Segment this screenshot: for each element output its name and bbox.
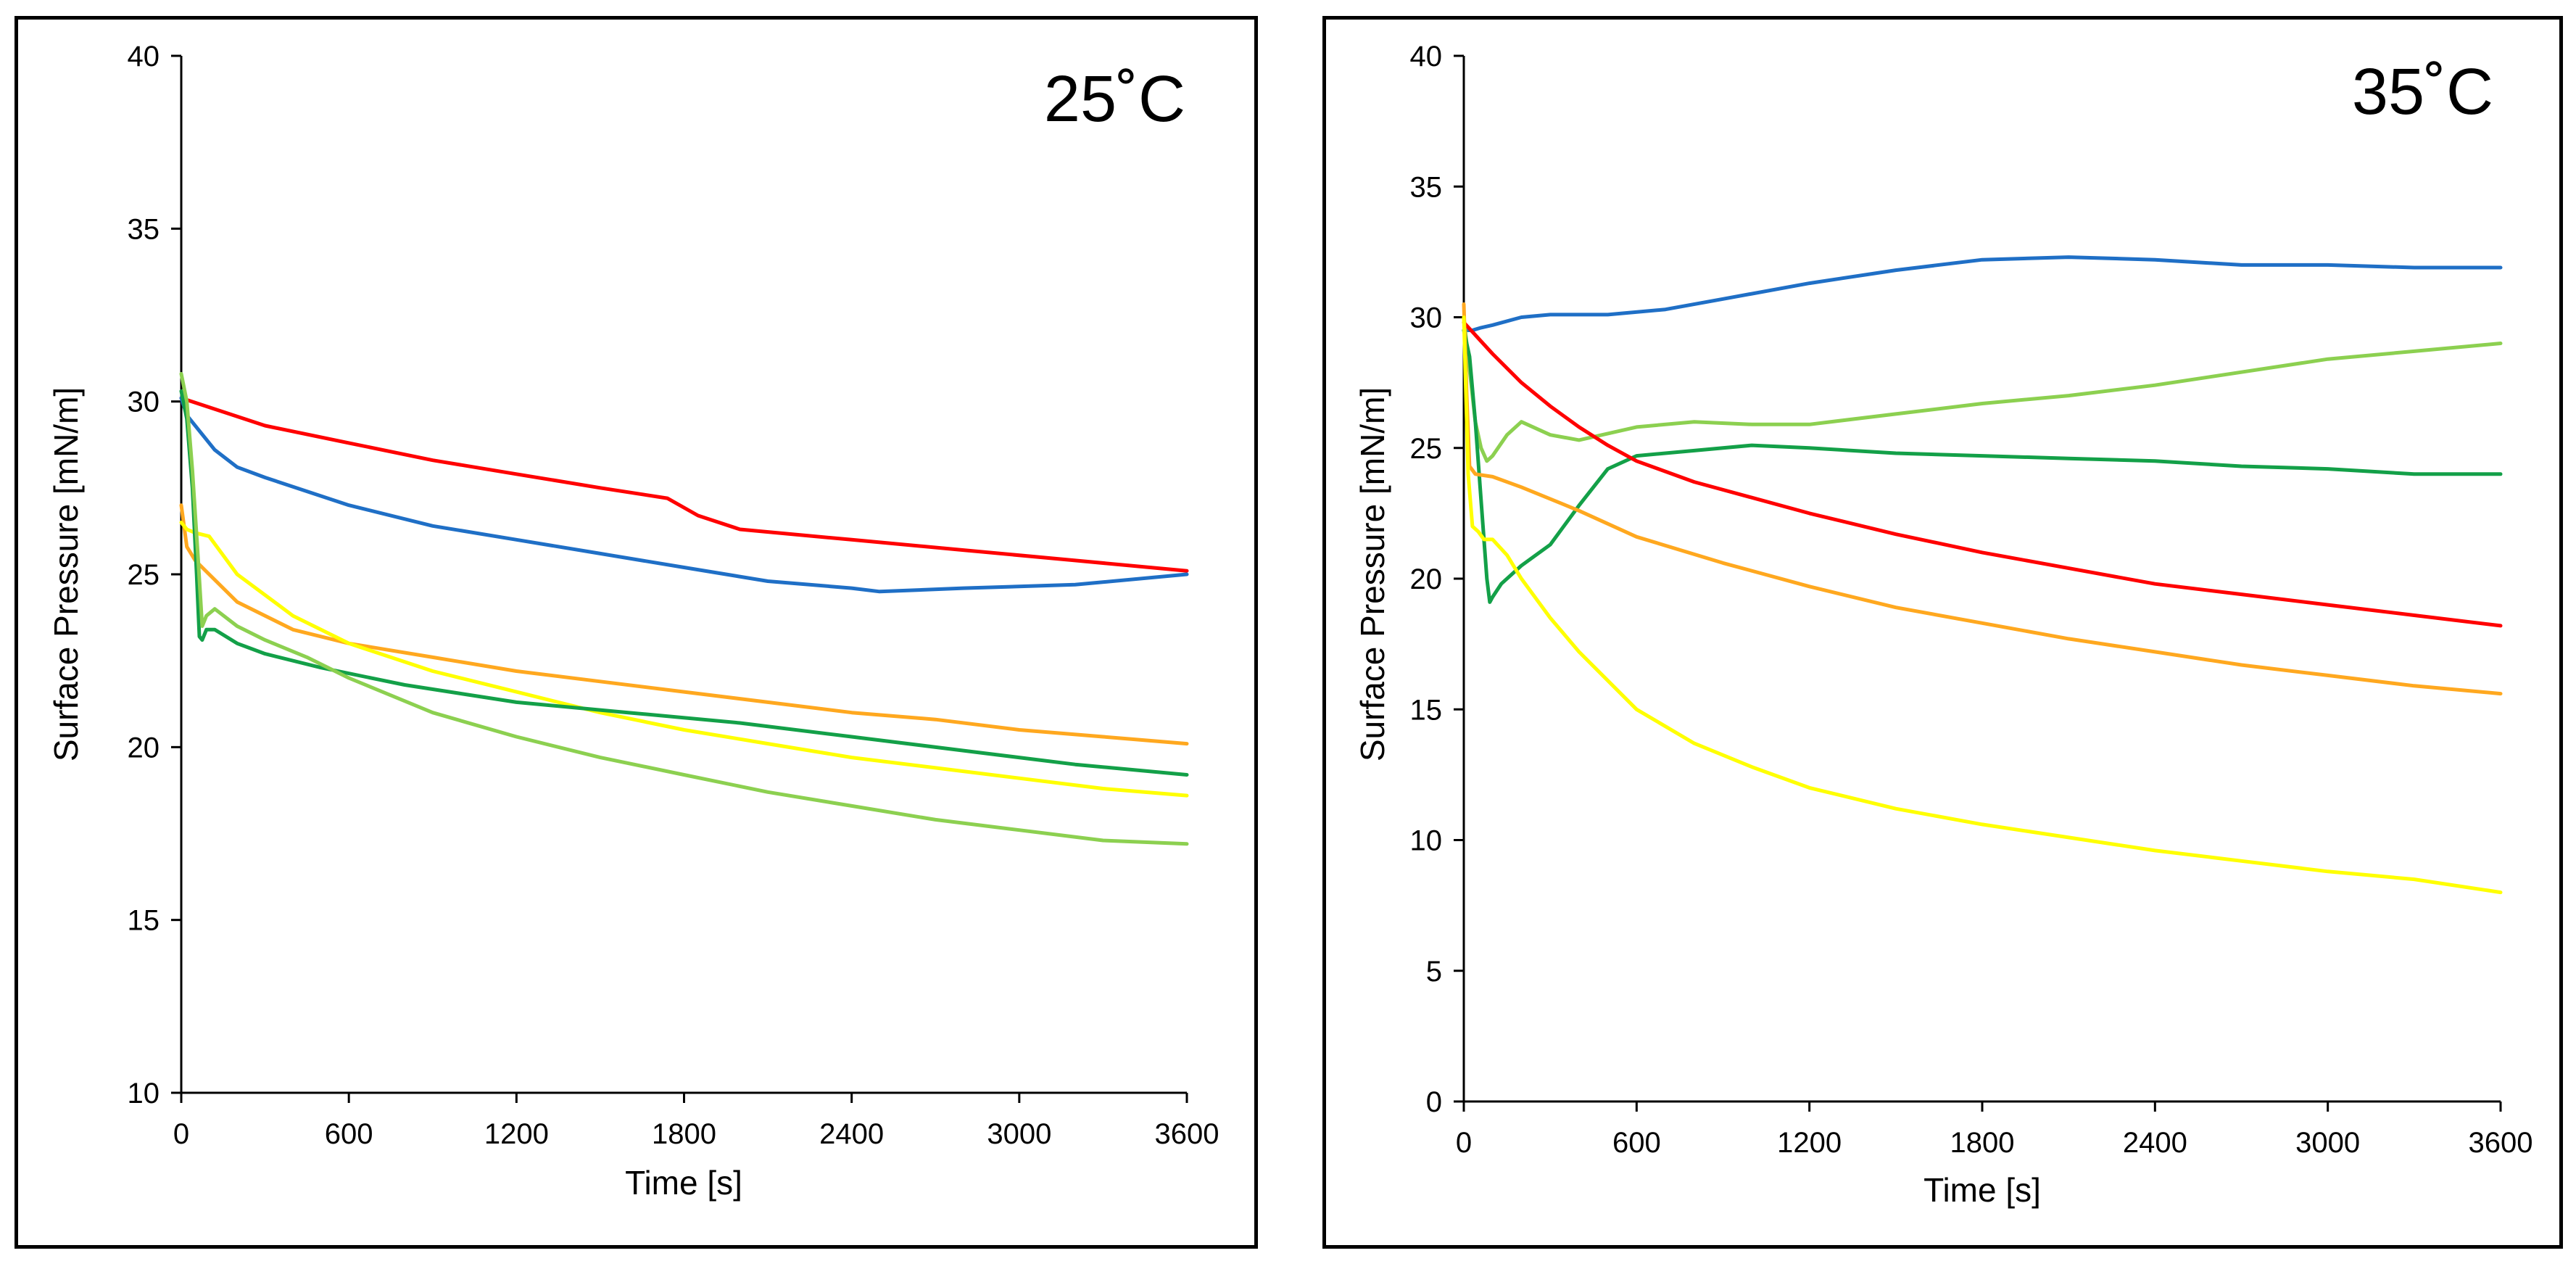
x-tick-label: 2400 — [819, 1118, 884, 1150]
y-tick-label: 0 — [1426, 1086, 1442, 1118]
x-tick-label: 2400 — [2123, 1127, 2187, 1159]
y-tick-label: 40 — [1410, 41, 1443, 73]
chart-panel-25c: 10 15 20 25 30 35 40 0 600 1200 1800 2400 3000 3600 Ti… — [15, 16, 1258, 1249]
series-line-4 — [179, 521, 1189, 798]
y-tick-label: 30 — [1410, 302, 1443, 334]
y-tick-label: 10 — [1410, 825, 1443, 857]
x-tick-label: 1200 — [1777, 1127, 1842, 1159]
chart-title: 35˚C — [2352, 56, 2493, 128]
x-axis-label: Time [s] — [625, 1164, 742, 1202]
y-tick-label: 35 — [1410, 171, 1443, 203]
y-axis-label: Surface Pressure [mN/m] — [47, 387, 85, 761]
x-tick-label: 1800 — [1950, 1127, 2015, 1159]
chart-25c: 10 15 20 25 30 35 40 0 600 1200 1800 2400 3000 3600 Ti… — [47, 41, 1219, 1202]
series-line-1 — [1462, 255, 2503, 332]
x-tick-label: 0 — [1456, 1127, 1472, 1159]
x-tick-label: 600 — [1612, 1127, 1661, 1159]
y-tick-label: 35 — [128, 213, 160, 245]
x-axis-label: Time [s] — [1923, 1171, 2041, 1209]
series-line-3 — [179, 503, 1189, 746]
x-tick-label: 1200 — [484, 1118, 549, 1150]
y-tick-label: 10 — [128, 1078, 160, 1109]
x-tick-label: 3600 — [2469, 1127, 2533, 1159]
chart-panel-35c: 0 5 10 15 20 25 30 35 40 0 600 1200 1800 2400 3000 3600… — [1322, 16, 2563, 1249]
x-tick-label: 1800 — [652, 1118, 716, 1150]
y-tick-label: 15 — [1410, 694, 1443, 726]
series-line-1 — [179, 396, 1189, 573]
series-line-2 — [179, 396, 1189, 594]
x-tick-label: 600 — [325, 1118, 373, 1150]
y-tick-label: 40 — [128, 41, 160, 73]
y-tick-label: 20 — [1410, 563, 1443, 595]
series-line-6 — [179, 372, 1189, 846]
x-tick-label: 0 — [173, 1118, 189, 1150]
y-tick-label: 25 — [128, 559, 160, 591]
chart-title: 25˚C — [1044, 63, 1185, 136]
series-line-5 — [1462, 302, 2503, 696]
y-tick-label: 25 — [1410, 433, 1443, 465]
series-line-6 — [1462, 315, 2503, 895]
series-line-4 — [1462, 321, 2503, 628]
y-tick-label: 30 — [128, 387, 160, 418]
series-line-2 — [1462, 315, 2503, 463]
series-line-5 — [179, 389, 1189, 777]
x-tick-label: 3000 — [2295, 1127, 2360, 1159]
chart-35c: 0 5 10 15 20 25 30 35 40 0 600 1200 1800 2400 3000 3600… — [1354, 41, 2533, 1209]
y-tick-label: 20 — [128, 732, 160, 764]
series-line-3 — [1462, 328, 2503, 604]
x-tick-label: 3600 — [1155, 1118, 1219, 1150]
y-tick-label: 5 — [1426, 956, 1442, 988]
y-axis-label: Surface Pressure [mN/m] — [1354, 387, 1391, 761]
x-tick-label: 3000 — [987, 1118, 1051, 1150]
y-tick-label: 15 — [128, 905, 160, 937]
